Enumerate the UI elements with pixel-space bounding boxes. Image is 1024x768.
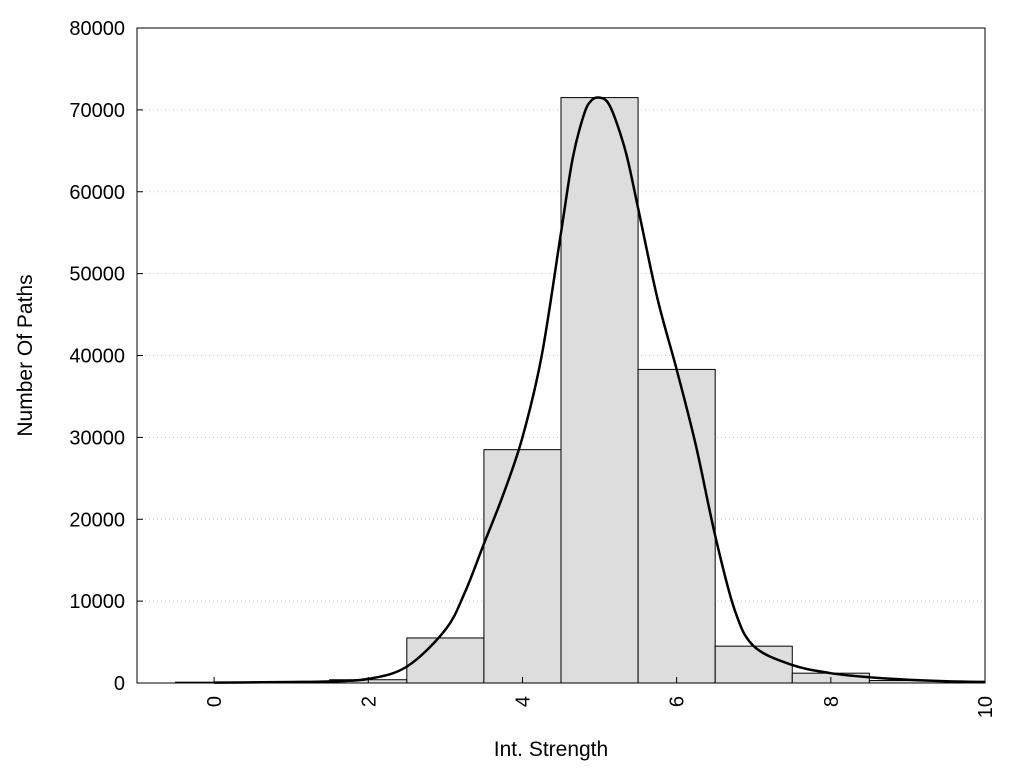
bar [637,368,716,684]
bar [714,645,793,684]
bar [560,97,639,684]
y-tick-label: 40000 [69,346,125,368]
x-tick-label: 6 [667,696,689,707]
bar [406,637,485,684]
y-tick-label: 0 [114,673,125,695]
y-tick-label: 60000 [69,182,125,204]
y-tick-label: 20000 [69,509,125,531]
y-tick-label: 80000 [69,18,125,40]
y-axis: 0 10000 20000 30000 40000 50000 60000 70000 8000… [69,18,143,695]
fit-curve [214,96,986,684]
x-axis: 0 2 4 6 8 10 [204,677,997,718]
bars [175,97,947,684]
x-tick-label: 10 [975,696,997,718]
y-tick-label: 50000 [69,264,125,286]
x-axis-label: Int. Strength [494,738,608,761]
curve-layer [214,96,986,684]
y-tick-label: 10000 [69,591,125,613]
y-tick-label: 30000 [69,427,125,449]
x-tick-label: 0 [204,696,226,707]
x-tick-label: 8 [821,696,843,707]
y-axis-label: Number Of Paths [14,274,37,436]
bar [483,449,562,684]
x-tick-label: 2 [358,696,380,707]
y-tick-label: 70000 [69,100,125,122]
x-tick-label: 4 [512,696,534,707]
